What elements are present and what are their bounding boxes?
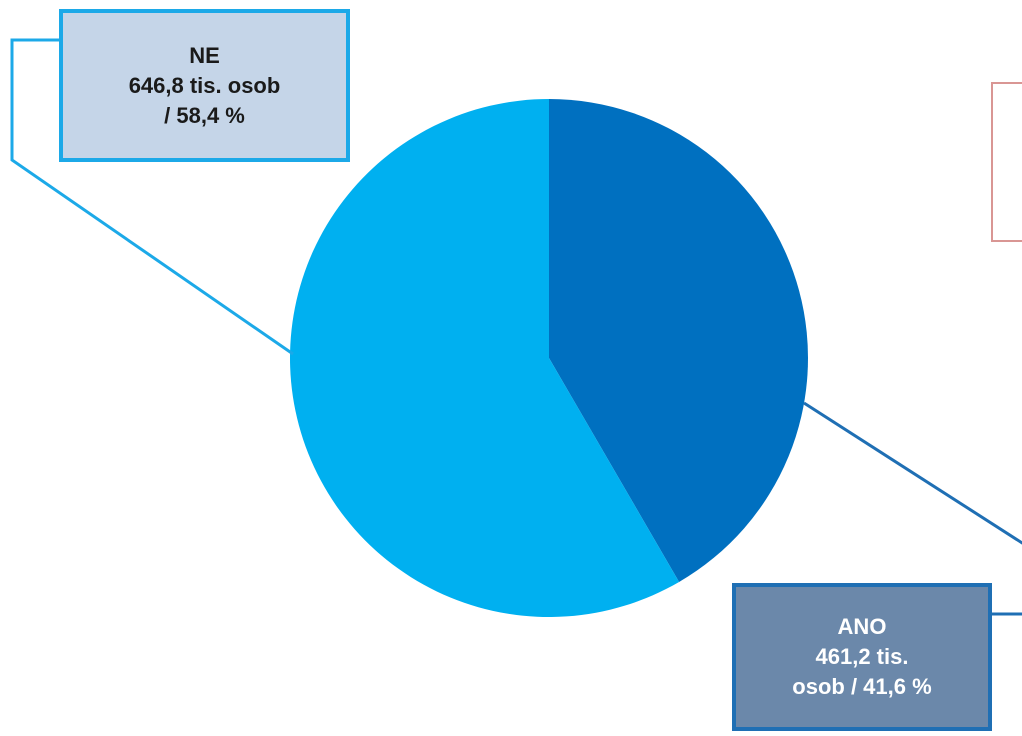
- data-label-ne: NE 646,8 tis. osob / 58,4 %: [59, 9, 350, 162]
- leader-lines: [10, 38, 1022, 616]
- pie-slices: [289, 99, 809, 617]
- data-label-ano-category: ANO: [837, 614, 887, 639]
- empty-text-box: [991, 82, 1022, 242]
- ano-leader-line: [803, 401, 1022, 545]
- data-label-ano: ANO 461,2 tis. osob / 41,6 %: [732, 583, 992, 731]
- data-label-ne-category: NE: [189, 42, 220, 68]
- pie-slice-ne: [289, 99, 680, 617]
- data-label-ano-percent: osob / 41,6 %: [792, 674, 932, 699]
- pie-slice-ano: [549, 99, 809, 582]
- data-label-ne-value: 646,8 tis. osob: [128, 72, 281, 98]
- data-label-ne-percent: / 58,4 %: [164, 102, 245, 128]
- data-label-ano-value: 461,2 tis.: [815, 644, 909, 669]
- ne-leader-line: [10, 38, 294, 356]
